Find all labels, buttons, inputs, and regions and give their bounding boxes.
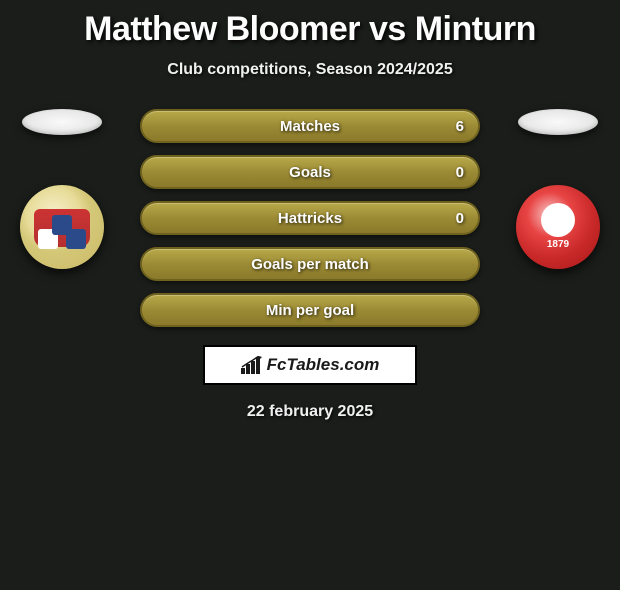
- stat-label: Goals: [289, 164, 331, 181]
- stat-label: Hattricks: [278, 210, 342, 227]
- stat-right-value: 6: [456, 118, 464, 135]
- club-badge-left: [20, 185, 104, 269]
- stat-label: Goals per match: [251, 256, 369, 273]
- subtitle: Club competitions, Season 2024/2025: [0, 61, 620, 79]
- brand-link[interactable]: FcTables.com: [203, 345, 417, 385]
- stat-right-value: 0: [456, 210, 464, 227]
- player-left-column: [20, 109, 104, 269]
- stat-label: Matches: [280, 118, 340, 135]
- brand-text: FcTables.com: [267, 355, 380, 375]
- stat-row-matches: Matches 6: [140, 109, 480, 143]
- content-area: Matches 6 Goals 0 Hattricks 0 Goals per …: [0, 109, 620, 421]
- club-badge-right: [516, 185, 600, 269]
- stat-row-hattricks: Hattricks 0: [140, 201, 480, 235]
- player-right-column: [516, 109, 600, 269]
- stat-row-min-per-goal: Min per goal: [140, 293, 480, 327]
- player-left-placeholder: [22, 109, 102, 135]
- player-right-placeholder: [518, 109, 598, 135]
- date-text: 22 february 2025: [0, 403, 620, 421]
- comparison-card: Matthew Bloomer vs Minturn Club competit…: [0, 10, 620, 590]
- stat-right-value: 0: [456, 164, 464, 181]
- page-title: Matthew Bloomer vs Minturn: [0, 10, 620, 49]
- stat-row-goals-per-match: Goals per match: [140, 247, 480, 281]
- stat-label: Min per goal: [266, 302, 354, 319]
- stats-list: Matches 6 Goals 0 Hattricks 0 Goals per …: [140, 109, 480, 327]
- bar-chart-icon: [241, 356, 263, 374]
- stat-row-goals: Goals 0: [140, 155, 480, 189]
